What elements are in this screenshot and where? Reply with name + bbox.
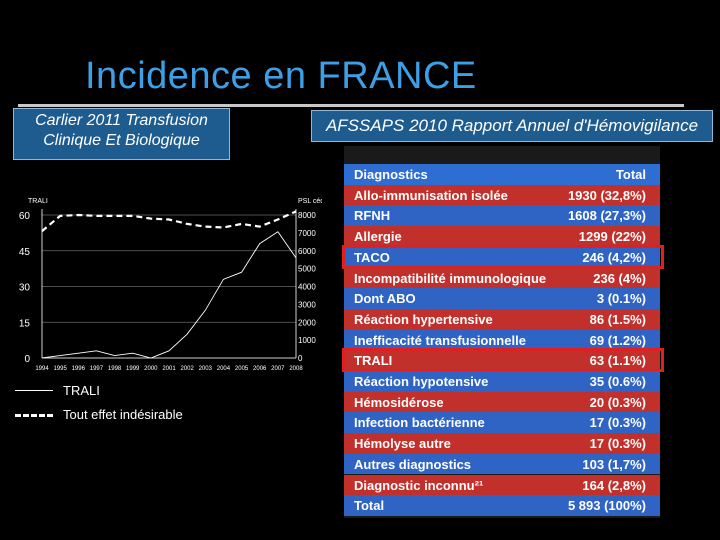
x-tick-label: 1994: [35, 366, 49, 372]
right-tick-label: 2000: [298, 318, 316, 327]
table-row: Inefficacité transfusionnelle 69 (1.2%): [344, 329, 660, 351]
x-tick-label: 1999: [126, 366, 140, 372]
total-cell: 5 893 (100%): [567, 498, 646, 514]
x-tick-label: 2008: [289, 366, 303, 372]
x-tick-label: 2003: [199, 366, 213, 372]
left-tick-label: 15: [19, 318, 31, 329]
diagnostic-cell: Hémolyse autre: [354, 436, 451, 452]
diagnostic-cell: TRALI: [354, 353, 393, 369]
right-tick-label: 5000: [298, 265, 316, 274]
table-row: TRALI 63 (1.1%): [344, 350, 660, 371]
diagnostic-cell: Infection bactérienne: [354, 415, 485, 431]
slide-title: Incidence en FRANCE: [85, 55, 477, 97]
total-cell: 86 (1.5%): [589, 311, 646, 327]
x-tick-label: 2000: [144, 366, 158, 372]
table-row: Réaction hypotensive 35 (0.6%): [344, 371, 660, 392]
source-left-line-2: Clinique Et Biologique: [43, 132, 200, 149]
diagnostic-cell: Diagnostic inconnu²¹: [354, 477, 484, 493]
total-cell: 1299 (22%): [578, 229, 646, 245]
table-row: Dont ABO 3 (0.1%): [344, 288, 660, 309]
total-cell: 103 (1,7%): [582, 456, 646, 472]
table-row: RFNH 1608 (27,3%): [344, 205, 660, 227]
legend-item-trali: TRALI: [15, 380, 215, 400]
left-tick-label: 0: [24, 354, 30, 365]
total-cell: 164 (2,8%): [582, 477, 646, 493]
table-row: Réaction hypertensive 86 (1.5%): [344, 308, 660, 330]
right-tick-label: 7000: [298, 229, 316, 238]
table-row: Allergie 1299 (22%): [344, 226, 660, 247]
diagnostic-cell: Réaction hypotensive: [354, 374, 489, 389]
source-box-afssaps: AFSSAPS 2010 Rapport Annuel d'Hémovigila…: [311, 110, 713, 142]
table-row: Diagnostic inconnu²¹ 164 (2,8%): [344, 474, 660, 496]
total-cell: 1930 (32,8%): [567, 187, 646, 203]
diagnostic-cell: Allo-immunisation isolée: [354, 187, 508, 203]
x-tick-label: 1998: [108, 366, 122, 372]
right-tick-label: 8000: [298, 211, 316, 220]
total-cell: 246 (4,2%): [582, 249, 646, 265]
highlight-box: [342, 244, 664, 269]
series-line-trali: [41, 231, 297, 359]
total-cell: 35 (0.6%): [589, 374, 646, 389]
diagnostic-cell: RFNH: [354, 208, 391, 224]
diagnostic-cell: Autres diagnostics: [354, 456, 472, 472]
total-cell: 69 (1.2%): [589, 332, 646, 348]
x-tick-label: 1997: [90, 366, 104, 372]
diagnostic-cell: Hémosidérose: [354, 394, 444, 410]
left-tick-label: 45: [19, 247, 31, 258]
title-underline: [18, 104, 684, 107]
diagnostic-cell: Dont ABO: [354, 291, 416, 307]
legend-label-all-events: Tout effet indésirable: [63, 407, 183, 422]
legend-solid-line: [15, 390, 53, 391]
table-header: Diagnostics Total: [344, 164, 660, 185]
x-tick-label: 2004: [217, 366, 231, 372]
source-left-line-1: Carlier 2011 Transfusion: [35, 112, 208, 129]
diagnostic-cell: Allergie: [354, 229, 402, 245]
table-row: Infection bactérienne 17 (0.3%): [344, 412, 660, 434]
right-tick-label: 6000: [298, 247, 316, 256]
highlight-box: [342, 348, 664, 373]
table-row: Hémolyse autre 17 (0.3%): [344, 433, 660, 454]
left-axis-title: TRALI: [28, 198, 48, 205]
series-line-all-events: [41, 210, 297, 232]
table-row: Incompatibilité immunologique 236 (4%): [344, 267, 660, 289]
total-cell: 17 (0.3%): [589, 436, 646, 452]
left-tick-label: 60: [19, 211, 31, 222]
diagnostic-cell: Incompatibilité immunologique: [354, 270, 547, 286]
x-tick-label: 2007: [271, 366, 285, 372]
total-cell: 63 (1.1%): [589, 353, 646, 369]
legend-dashed-line: [15, 414, 53, 417]
x-tick-label: 2001: [162, 366, 176, 372]
right-axis-title: PSL cédés: [298, 198, 322, 205]
x-tick-label: 2006: [253, 366, 267, 372]
left-tick-label: 30: [19, 283, 31, 294]
total-cell: 3 (0.1%): [596, 291, 646, 307]
right-tick-label: 1000: [298, 336, 316, 345]
table-row: TACO 246 (4,2%): [344, 246, 660, 268]
x-tick-label: 2005: [235, 366, 249, 372]
right-tick-label: 4000: [298, 283, 316, 292]
total-cell: 20 (0.3%): [589, 394, 646, 410]
trali-incidence-chart: 0 15 30 45 60 0 1000 2000 3000 4000 5000 6000 7000 80…: [19, 198, 322, 372]
total-cell: 17 (0.3%): [589, 415, 646, 431]
table-row: Total 5 893 (100%): [344, 495, 660, 516]
x-tick-label: 1995: [53, 366, 67, 372]
diagnostic-cell: Total: [354, 498, 385, 514]
diagnostic-cell: Réaction hypertensive: [354, 311, 493, 327]
total-cell: Total: [615, 167, 646, 182]
right-tick-label: 0: [298, 354, 303, 363]
source-box-carlier: Carlier 2011 Transfusion Clinique Et Bio…: [13, 108, 230, 160]
legend-label-trali: TRALI: [63, 383, 100, 398]
table-row: Allo-immunisation isolée 1930 (32,8%): [344, 184, 660, 206]
x-tick-label: 1996: [72, 366, 86, 372]
diagnostic-cell: Inefficacité transfusionnelle: [354, 332, 526, 348]
diagnostic-cell: Diagnostics: [354, 167, 428, 182]
legend-item-all-events: Tout effet indésirable: [15, 404, 215, 424]
total-cell: 1608 (27,3%): [567, 208, 646, 224]
total-cell: 236 (4%): [593, 270, 646, 286]
table-row: Hémosidérose 20 (0.3%): [344, 391, 660, 413]
right-tick-label: 3000: [298, 300, 316, 309]
x-tick-label: 2002: [180, 366, 194, 372]
table-row: Autres diagnostics 103 (1,7%): [344, 453, 660, 475]
diagnostic-cell: TACO: [354, 249, 390, 265]
